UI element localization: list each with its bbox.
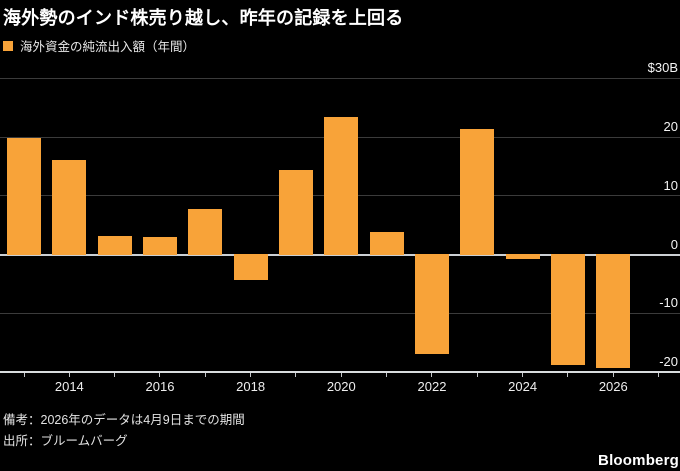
x-tick-2013 (23, 372, 25, 377)
x-tick-2022 (431, 372, 433, 377)
x-tick-2025 (567, 372, 569, 377)
x-tick-2020 (340, 372, 342, 377)
legend-swatch-icon (3, 40, 13, 51)
y-axis-label-30: $30B (647, 60, 678, 76)
x-axis-line (0, 370, 680, 373)
x-axis-label-2014: 2014 (54, 379, 84, 394)
bar-2013 (7, 138, 41, 256)
x-axis-label-2018: 2018 (236, 379, 266, 394)
gridline-30 (0, 77, 680, 79)
bloomberg-logo: Bloomberg (598, 452, 679, 469)
x-axis-label-2022: 2022 (417, 379, 447, 394)
bar-2018 (233, 253, 268, 281)
bar-2025 (550, 253, 585, 366)
bar-2026 (596, 253, 631, 368)
bar-2016 (142, 237, 177, 256)
y-axis-label-20: 20 (663, 119, 678, 135)
page-title: 海外勢のインド株売り越し、昨年の記録を上回る (3, 8, 404, 28)
legend-label: 海外資金の純流出入額（年間） (20, 40, 196, 54)
bar-2015 (97, 235, 132, 256)
bar-2014 (52, 159, 87, 256)
bar-2023 (460, 128, 495, 256)
x-tick-2021 (386, 372, 388, 377)
x-tick-2017 (204, 372, 206, 377)
x-tick-2015 (114, 372, 116, 377)
x-tick-end (658, 372, 660, 377)
x-tick-2016 (159, 372, 161, 377)
x-axis-label-2024: 2024 (508, 379, 538, 394)
bar-2022 (414, 253, 449, 355)
x-tick-2023 (476, 372, 478, 377)
bar-2020 (324, 117, 359, 256)
y-axis-label--20: -20 (659, 353, 678, 369)
x-axis-label-2026: 2026 (598, 379, 628, 394)
legend: 海外資金の純流出入額（年間） (3, 36, 195, 55)
x-tick-2018 (250, 372, 252, 377)
bar-2019 (278, 169, 313, 256)
x-axis-label-2016: 2016 (145, 379, 175, 394)
source-note: 出所：ブルームバーグ (3, 434, 128, 448)
footnote: 備考：2026年のデータは4月9日までの期間 (3, 413, 245, 427)
x-tick-2026 (612, 372, 614, 377)
y-axis-label--10: -10 (659, 295, 678, 311)
x-tick-2024 (522, 372, 524, 377)
bar-2021 (369, 232, 404, 256)
x-axis-label-2020: 2020 (326, 379, 356, 394)
x-tick-2014 (68, 372, 70, 377)
y-axis-label-10: 10 (663, 177, 678, 193)
gridline--10 (0, 312, 680, 314)
y-axis-label-0: 0 (670, 236, 678, 252)
bar-2024 (505, 253, 540, 260)
bar-2017 (188, 208, 223, 256)
x-tick-2019 (295, 372, 297, 377)
